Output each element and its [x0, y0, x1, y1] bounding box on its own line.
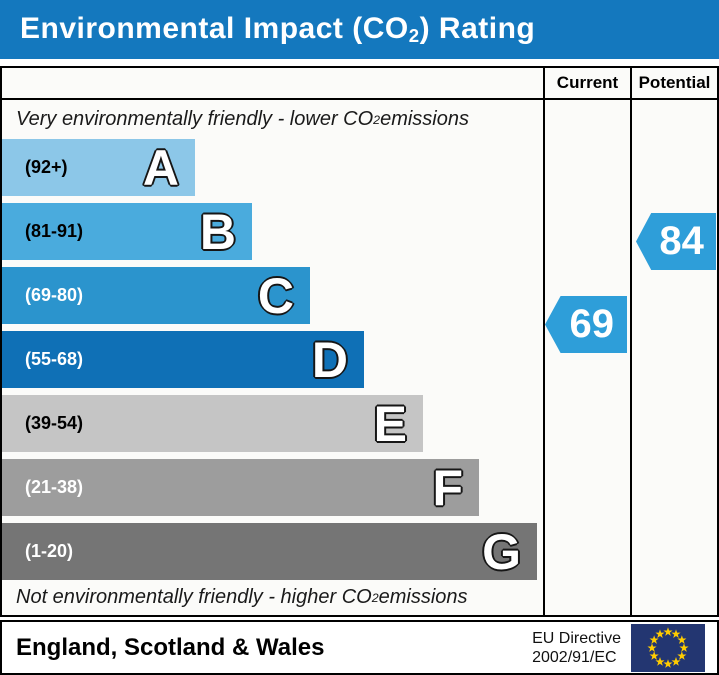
band-row-e: (39-54) E	[2, 395, 543, 452]
top-note: Very environmentally friendly - lower CO…	[2, 100, 543, 139]
band-range-label: (55-68)	[25, 349, 84, 369]
top-note-subscript: 2	[373, 112, 381, 127]
current-rating-arrow: 69	[545, 296, 627, 353]
band-bar-c: (69-80) C	[2, 267, 310, 324]
band-letter: E	[373, 395, 409, 452]
band-letter: F	[431, 459, 464, 516]
band-range-label: (21-38)	[25, 477, 84, 497]
band-range-label: (92+)	[25, 157, 68, 177]
eu-directive-label: EU Directive 2002/91/EC	[532, 629, 621, 667]
header-divider-line	[2, 98, 717, 100]
eu-flag-star	[649, 634, 659, 644]
eu-flag-star	[647, 642, 657, 652]
band-row-a: (92+) A	[2, 139, 543, 196]
eu-flag	[631, 623, 705, 672]
band-row-c: (69-80) C	[2, 267, 543, 324]
eu-directive-line2: 2002/91/EC	[532, 648, 617, 666]
bottom-note: Not environmentally friendly - higher CO…	[2, 580, 543, 615]
band-row-d: (55-68) D	[2, 331, 543, 388]
band-range-label: (81-91)	[25, 221, 84, 241]
rating-chart: Current Potential Very environmentally f…	[0, 66, 719, 617]
current-column-divider	[543, 68, 545, 615]
top-note-suffix: emissions	[380, 108, 469, 130]
eu-flag-star	[649, 650, 659, 660]
band-bar-e: (39-54) E	[2, 395, 423, 452]
eu-directive-line1: EU Directive	[532, 629, 621, 647]
current-column-header: Current	[556, 73, 619, 92]
potential-column-divider	[630, 68, 632, 615]
rating-chart-inner: Current Potential Very environmentally f…	[2, 68, 717, 615]
page-title-suffix: ) Rating	[419, 11, 536, 45]
eu-flag-star	[671, 628, 681, 638]
spacer	[0, 59, 719, 66]
band-bar-f: (21-38) F	[2, 459, 479, 516]
band-letter: A	[142, 139, 180, 196]
band-range-label: (1-20)	[25, 541, 74, 561]
band-bar-d: (55-68) D	[2, 331, 364, 388]
band-bar-a: (92+) A	[2, 139, 195, 196]
eu-flag-star	[671, 656, 681, 666]
page-title: Environmental Impact (CO2) Rating	[20, 12, 535, 47]
eu-flag-star	[655, 656, 665, 666]
eu-flag-star	[677, 634, 687, 644]
bottom-note-suffix: emissions	[378, 586, 468, 608]
band-bar-g: (1-20) G	[2, 523, 537, 580]
band-bar-b: (81-91) B	[2, 203, 252, 260]
region-label: England, Scotland & Wales	[16, 633, 325, 661]
band-range-label: (69-80)	[25, 285, 84, 305]
band-row-f: (21-38) F	[2, 459, 543, 516]
page-title-subscript: 2	[408, 25, 420, 47]
potential-column-header: Potential	[638, 73, 711, 92]
title-bar: Environmental Impact (CO2) Rating	[0, 0, 719, 59]
rating-bands: (92+) A (81-91) B (69-80) C (55-68) D (39-54) E (2…	[2, 139, 543, 587]
band-row-g: (1-20) G	[2, 523, 543, 580]
bottom-note-subscript: 2	[371, 590, 379, 605]
band-range-label: (39-54)	[25, 413, 84, 433]
potential-rating-arrow: 84	[636, 213, 716, 270]
top-note-text: Very environmentally friendly - lower CO	[16, 108, 374, 130]
bottom-note-text: Not environmentally friendly - higher CO	[16, 586, 372, 608]
eu-flag-star	[663, 626, 673, 636]
eu-flag-star	[679, 642, 689, 652]
band-letter: G	[481, 523, 522, 580]
eu-flag-star	[663, 658, 673, 668]
band-letter: D	[311, 331, 349, 388]
band-letter: B	[199, 203, 237, 260]
band-row-b: (81-91) B	[2, 203, 543, 260]
page-title-prefix: Environmental Impact (CO	[20, 11, 409, 45]
potential-rating-value: 84	[659, 219, 704, 263]
band-letter: C	[257, 267, 295, 324]
footer: England, Scotland & Wales EU Directive 2…	[0, 620, 719, 675]
eu-flag-star	[677, 650, 687, 660]
eu-flag-star	[655, 628, 665, 638]
current-rating-value: 69	[569, 302, 614, 346]
